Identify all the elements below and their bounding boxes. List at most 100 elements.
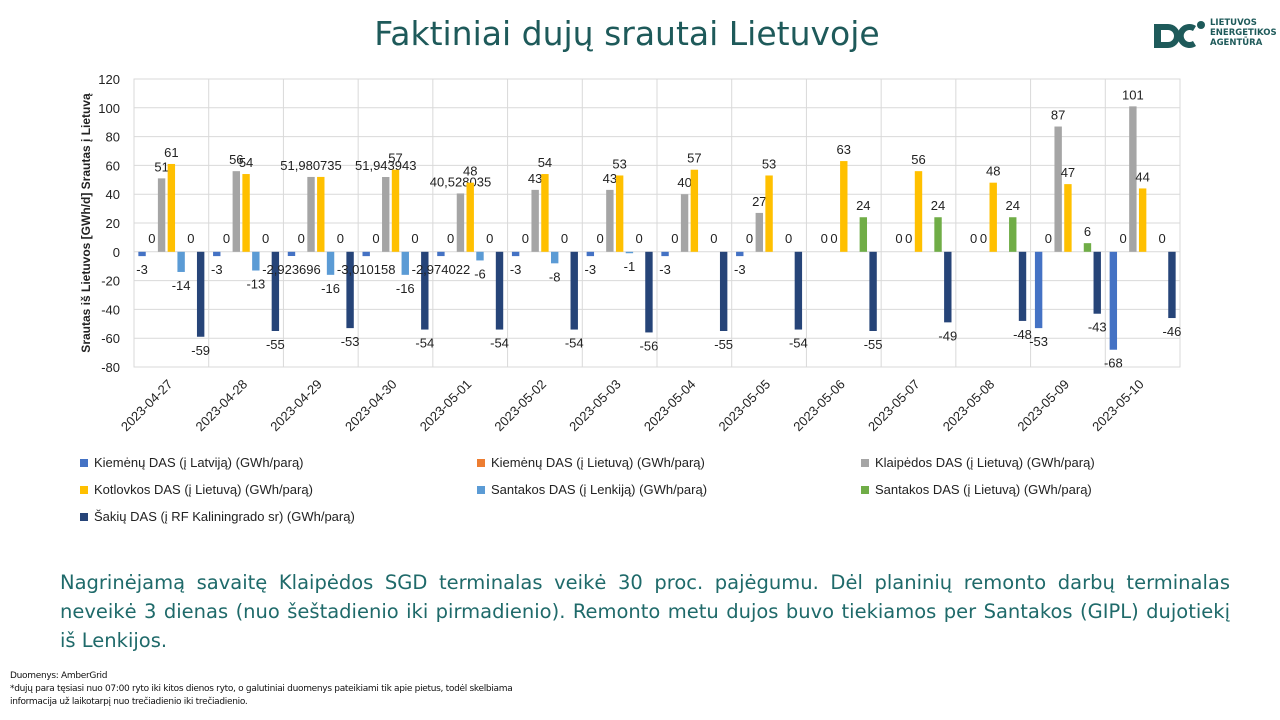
source-footnote: Duomenys: AmberGrid *dujų para tęsiasi n… <box>10 671 513 707</box>
legend-swatch <box>80 512 88 521</box>
data-label: 0 <box>596 231 603 246</box>
data-label: 0 <box>710 231 717 246</box>
x-tick-label: 2023-05-06 <box>790 377 848 435</box>
logo: LIETUVOS ENERGETIKOS AGENTŪRA <box>1150 18 1277 54</box>
data-label: 57 <box>388 151 402 166</box>
bar <box>382 177 390 252</box>
bar <box>401 251 409 275</box>
data-label: -3,010158 <box>337 262 396 277</box>
data-label: -3 <box>136 262 148 277</box>
legend-swatch <box>80 485 88 494</box>
data-label: -1 <box>624 259 636 274</box>
bar <box>1138 188 1147 252</box>
data-label: 51,943943 <box>355 158 416 173</box>
data-label: 0 <box>905 231 912 246</box>
y-tick-label: 80 <box>106 130 120 145</box>
data-label: 56 <box>229 152 243 167</box>
y-tick-label: 120 <box>98 72 120 87</box>
data-label: 53 <box>762 156 776 171</box>
bar <box>606 189 614 252</box>
x-tick-label: 2023-04-29 <box>267 377 325 435</box>
x-tick-label: 2023-05-01 <box>417 377 475 435</box>
bar <box>840 161 848 252</box>
data-label: -3 <box>585 262 597 277</box>
data-label: 0 <box>561 231 568 246</box>
data-label: 0 <box>187 231 194 246</box>
legend-label: Klaipėdos DAS (į Lietuvą) (GWh/parą) <box>875 455 1095 470</box>
bar <box>511 251 520 257</box>
y-tick-label: -60 <box>101 331 120 346</box>
bar <box>625 251 634 254</box>
bar <box>550 251 559 264</box>
bar <box>1083 243 1092 252</box>
bar <box>1129 106 1137 252</box>
bar <box>252 251 260 271</box>
bar <box>570 251 578 330</box>
x-tick-label: 2023-05-09 <box>1014 377 1072 435</box>
x-tick-label: 2023-05-02 <box>491 377 549 435</box>
data-label: 0 <box>1045 231 1052 246</box>
data-label: 63 <box>837 142 851 157</box>
bar <box>213 251 221 257</box>
bar <box>615 175 624 252</box>
data-label: -2,974022 <box>412 262 471 277</box>
data-label: 0 <box>486 231 493 246</box>
bar <box>421 251 429 330</box>
y-tick-label: 20 <box>106 216 120 231</box>
legend-swatch <box>861 458 869 467</box>
bar <box>167 163 176 252</box>
legend-swatch <box>477 458 485 467</box>
data-label: -48 <box>1013 327 1032 342</box>
bar <box>541 174 549 252</box>
bar <box>177 251 185 272</box>
data-label: -16 <box>321 281 340 296</box>
data-label: 51,980735 <box>280 158 341 173</box>
data-label: -46 <box>1163 324 1182 339</box>
data-label: 54 <box>239 155 253 170</box>
data-label: -55 <box>266 337 285 352</box>
legend-label: Santakos DAS (į Lietuvą) (GWh/parą) <box>875 482 1092 497</box>
bar <box>271 251 280 331</box>
data-label: 0 <box>671 231 678 246</box>
data-label: -14 <box>172 278 191 293</box>
bar <box>1168 251 1176 319</box>
data-label: 0 <box>1159 231 1166 246</box>
bar <box>138 251 146 257</box>
bar <box>1009 217 1017 252</box>
data-label: -53 <box>1029 334 1048 349</box>
data-label: -3 <box>734 262 746 277</box>
bar <box>307 176 315 252</box>
legend-item: Klaipėdos DAS (į Lietuvą) (GWh/parą) <box>861 455 1095 470</box>
bar <box>466 182 474 252</box>
data-label: 0 <box>895 231 902 246</box>
data-label: 43 <box>528 171 542 186</box>
bar <box>586 251 595 257</box>
x-tick-label: 2023-05-04 <box>641 377 699 435</box>
data-label: 40,528035 <box>430 174 491 189</box>
data-label: -49 <box>938 328 957 343</box>
bar <box>794 251 803 330</box>
legend-item: Santakos DAS (į Lenkiją) (GWh/parą) <box>477 482 707 497</box>
bar <box>437 251 445 257</box>
data-label: 0 <box>337 231 344 246</box>
y-tick-label: -40 <box>101 302 120 317</box>
data-label: -13 <box>246 277 265 292</box>
data-label: 0 <box>970 231 977 246</box>
legend-item: Kotlovkos DAS (į Lietuvą) (GWh/parą) <box>80 482 313 497</box>
bar <box>661 251 669 257</box>
y-axis-label: Srautas iš Lietuvos [GWh/d] Srautas į Li… <box>79 93 93 353</box>
data-label: -56 <box>640 338 659 353</box>
bar <box>531 189 539 252</box>
chart-legend: Kiemėnų DAS (į Latviją) (GWh/parą) Kiemėn… <box>80 455 1280 535</box>
y-tick-label: -80 <box>101 360 120 375</box>
data-label: 0 <box>447 231 454 246</box>
bar <box>719 251 728 331</box>
data-label: -59 <box>191 343 210 358</box>
data-label: 40 <box>677 175 691 190</box>
bar <box>859 217 868 252</box>
legend-item: Kiemėnų DAS (į Lietuvą) (GWh/parą) <box>477 455 705 470</box>
legend-swatch <box>477 485 485 494</box>
logo-text: LIETUVOS ENERGETIKOS AGENTŪRA <box>1210 18 1277 48</box>
bar <box>1093 251 1101 314</box>
